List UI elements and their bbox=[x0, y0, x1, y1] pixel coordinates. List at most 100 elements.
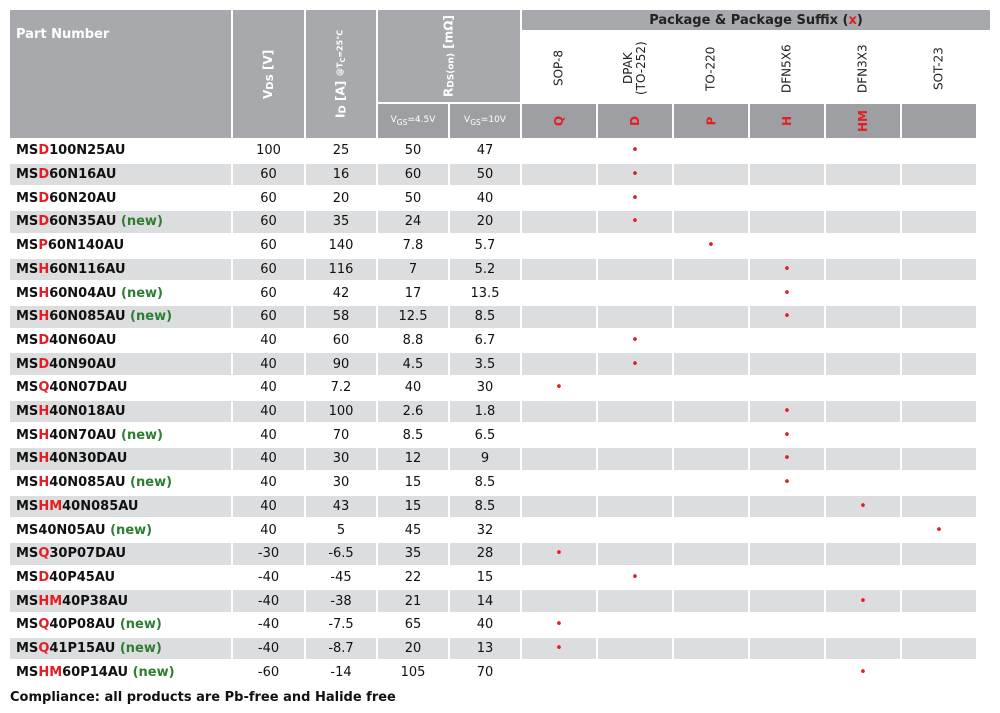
package-cell: • bbox=[522, 542, 596, 565]
package-cell bbox=[826, 566, 900, 589]
id-cell: 30 bbox=[306, 448, 376, 470]
rds-4-5v-cell: 35 bbox=[378, 542, 448, 565]
package-cell bbox=[674, 448, 748, 470]
vds-cell: 60 bbox=[233, 282, 304, 304]
package-cell: • bbox=[826, 495, 900, 518]
package-cell: • bbox=[902, 519, 976, 541]
package-cell bbox=[826, 282, 900, 304]
package-cell bbox=[522, 448, 596, 470]
package-cell bbox=[750, 353, 824, 375]
part-number-cell: MS H 60N04AU (new) bbox=[10, 282, 231, 304]
availability-dot: • bbox=[859, 498, 867, 514]
package-header: DPAK (TO-252) bbox=[598, 32, 672, 105]
package-cell bbox=[598, 282, 672, 304]
package-cell bbox=[522, 400, 596, 423]
package-cell bbox=[750, 377, 824, 399]
availability-dot: • bbox=[859, 593, 867, 609]
id-cell: -45 bbox=[306, 566, 376, 589]
package-cell bbox=[902, 234, 976, 257]
rds-10v-cell: 70 bbox=[450, 661, 520, 684]
availability-dot: • bbox=[631, 190, 639, 206]
availability-dot: • bbox=[783, 309, 791, 325]
header-package: Package & Package Suffix (x) bbox=[522, 10, 990, 30]
id-cell: 16 bbox=[306, 163, 376, 186]
id-cell: -38 bbox=[306, 590, 376, 612]
part-number-cell: MS 40N05AU (new) bbox=[10, 519, 231, 541]
package-cell bbox=[598, 637, 672, 660]
rds-4-5v-cell: 22 bbox=[378, 566, 448, 589]
package-header: SOT-23 bbox=[902, 32, 976, 105]
package-cell bbox=[522, 305, 596, 328]
rds-4-5v-cell: 24 bbox=[378, 211, 448, 233]
package-cell bbox=[598, 471, 672, 494]
package-cell: • bbox=[750, 424, 824, 447]
package-cell bbox=[750, 187, 824, 210]
rds-4-5v-cell: 12.5 bbox=[378, 305, 448, 328]
rds-4-5v-cell: 8.5 bbox=[378, 424, 448, 447]
package-cell bbox=[522, 519, 596, 541]
vds-cell: 60 bbox=[233, 234, 304, 257]
package-cell bbox=[522, 661, 596, 684]
part-number-cell: MS D 60N20AU bbox=[10, 187, 231, 210]
availability-dot: • bbox=[783, 285, 791, 301]
package-header: DFN5X6 bbox=[750, 32, 824, 105]
package-cell bbox=[902, 353, 976, 375]
package-cell bbox=[826, 163, 900, 186]
availability-dot: • bbox=[783, 451, 791, 467]
package-cell bbox=[598, 448, 672, 470]
package-cell bbox=[750, 234, 824, 257]
package-cell bbox=[522, 140, 596, 162]
package-cell bbox=[522, 329, 596, 352]
package-cell bbox=[750, 637, 824, 660]
package-cell bbox=[902, 637, 976, 660]
rds-10v-cell: 13.5 bbox=[450, 282, 520, 304]
package-cell bbox=[598, 590, 672, 612]
package-suffix: D bbox=[598, 104, 672, 138]
availability-dot: • bbox=[631, 214, 639, 230]
package-cell bbox=[598, 400, 672, 423]
vds-cell: -40 bbox=[233, 590, 304, 612]
availability-dot: • bbox=[783, 475, 791, 491]
package-cell bbox=[598, 661, 672, 684]
package-cell bbox=[826, 140, 900, 162]
header-id: ID [A] @TC=25°C bbox=[306, 10, 376, 138]
part-number-cell: MS HM 60P14AU (new) bbox=[10, 661, 231, 684]
package-cell bbox=[674, 566, 748, 589]
package-cell bbox=[674, 424, 748, 447]
package-cell bbox=[674, 258, 748, 281]
id-cell: 7.2 bbox=[306, 377, 376, 399]
package-cell bbox=[598, 377, 672, 399]
rds-4-5v-cell: 12 bbox=[378, 448, 448, 470]
header-vds: VDS [V] bbox=[233, 10, 304, 138]
package-cell bbox=[902, 542, 976, 565]
availability-dot: • bbox=[555, 617, 563, 633]
part-number-cell: MS HM 40P38AU bbox=[10, 590, 231, 612]
rds-10v-cell: 47 bbox=[450, 140, 520, 162]
package-cell bbox=[522, 282, 596, 304]
availability-dot: • bbox=[555, 546, 563, 562]
availability-dot: • bbox=[783, 261, 791, 277]
rds-10v-cell: 8.5 bbox=[450, 495, 520, 518]
id-cell: 140 bbox=[306, 234, 376, 257]
package-cell bbox=[826, 614, 900, 636]
footer-compliance: Compliance: all products are Pb-free and… bbox=[10, 690, 396, 705]
package-cell bbox=[598, 258, 672, 281]
package-cell bbox=[826, 637, 900, 660]
id-cell: -8.7 bbox=[306, 637, 376, 660]
package-cell bbox=[522, 353, 596, 375]
package-cell bbox=[598, 542, 672, 565]
package-cell bbox=[826, 377, 900, 399]
part-number-cell: MS H 60N085AU (new) bbox=[10, 305, 231, 328]
package-cell bbox=[826, 424, 900, 447]
id-cell: 60 bbox=[306, 329, 376, 352]
package-cell bbox=[902, 187, 976, 210]
package-suffix bbox=[902, 104, 976, 138]
header-rds: RDS(on) [mΩ] bbox=[378, 10, 520, 102]
package-header: TO-220 bbox=[674, 32, 748, 105]
package-cell: • bbox=[750, 400, 824, 423]
package-cell bbox=[902, 424, 976, 447]
package-cell bbox=[522, 163, 596, 186]
package-cell bbox=[902, 140, 976, 162]
package-cell: • bbox=[750, 305, 824, 328]
id-cell: 5 bbox=[306, 519, 376, 541]
